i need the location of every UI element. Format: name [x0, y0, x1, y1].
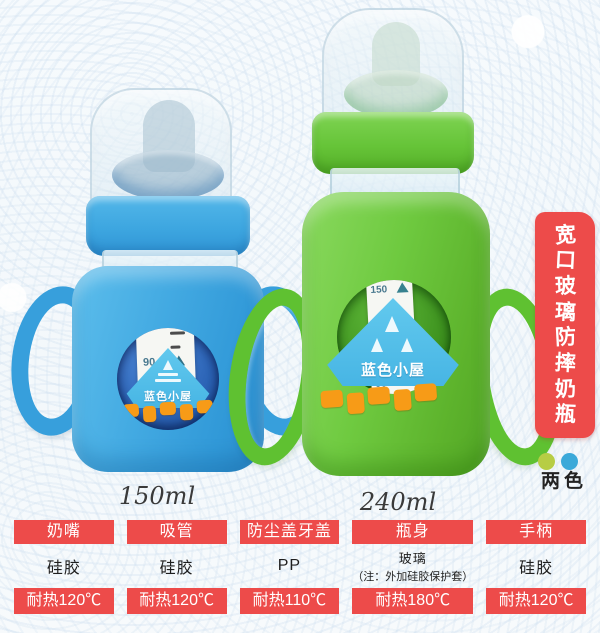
material-value: 硅胶: [46, 560, 81, 577]
banner-char: 摔: [553, 351, 577, 376]
heat-badge: 耐热120℃: [486, 588, 586, 614]
material-value: PP: [277, 557, 302, 574]
bottle-blue-label-window: 90 蓝色小屋: [117, 328, 219, 430]
color-dot-green: [538, 453, 555, 470]
banner-char: 奶: [553, 377, 577, 402]
scale-number-bottom: 90: [375, 378, 387, 390]
bottle-green-collar: [312, 112, 474, 174]
heat-badge: 耐热110℃: [239, 588, 340, 614]
banner-char: 口: [553, 248, 577, 273]
part-header: 瓶身: [352, 520, 474, 544]
bottle-blue-collar: [86, 196, 250, 256]
heat-badge: 耐热120℃: [126, 588, 227, 614]
material-note: （注：外加硅胶保护套）: [352, 571, 474, 583]
bottle-green-silicone-body: 150 90: [302, 192, 490, 476]
scale-number-top: 150: [370, 284, 388, 297]
bottle-blue-nipple-base: [112, 150, 224, 200]
spec-column-bottle-body: 瓶身 玻璃 （注：外加硅胶保护套） 耐热180℃: [352, 520, 474, 614]
spec-column-handle: 手柄 硅胶 耐热120℃: [486, 520, 586, 614]
heat-badge: 耐热180℃: [352, 588, 474, 614]
capacity-label-blue: 150ml: [118, 482, 196, 510]
tree-icon: [396, 282, 409, 293]
material-value: 硅胶: [519, 560, 554, 577]
bottle-blue-silicone-body: 90 蓝色小屋: [72, 266, 264, 472]
banner-char: 宽: [553, 223, 577, 248]
spec-column-dust-cap: 防尘盖牙盖 PP 耐热110℃: [239, 520, 340, 614]
banner-char: 瓶: [553, 402, 577, 427]
part-header: 吸管: [126, 520, 227, 544]
part-header: 手柄: [486, 520, 586, 544]
banner-char: 防: [553, 325, 577, 350]
vertical-banner: 宽 口 玻 璃 防 摔 奶 瓶: [535, 212, 595, 438]
heat-badge: 耐热120℃: [14, 588, 114, 614]
spec-column-nipple: 奶嘴 硅胶 耐热120℃: [14, 520, 114, 614]
part-header: 防尘盖牙盖: [239, 520, 340, 544]
measurement-scale-strip: 150 90: [366, 280, 418, 394]
banner-char: 璃: [553, 300, 577, 325]
spec-table: 奶嘴 硅胶 耐热120℃ 吸管 硅胶 耐热120℃ 防尘盖牙盖 PP 耐热110…: [14, 520, 586, 614]
color-dot-blue: [561, 453, 578, 470]
legend-label: 两色: [540, 471, 587, 492]
spec-column-straw: 吸管 硅胶 耐热120℃: [126, 520, 227, 614]
bottle-green-label-window: 150 90: [337, 280, 451, 394]
banner-char: 玻: [553, 274, 577, 299]
capacity-label-green: 240ml: [359, 488, 437, 516]
part-header: 奶嘴: [14, 520, 114, 544]
train-illustration: [122, 399, 216, 424]
bottle-green-nipple-base: [344, 70, 448, 118]
material-value: 硅胶: [159, 560, 194, 577]
material-value: 玻璃: [398, 551, 427, 566]
brand-text: 蓝色小屋: [144, 391, 192, 403]
